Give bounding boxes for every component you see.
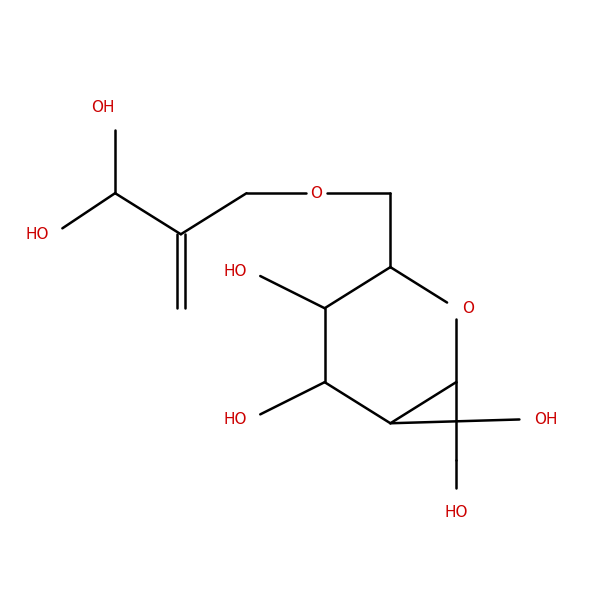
Text: HO: HO	[223, 264, 247, 279]
Text: HO: HO	[223, 412, 247, 427]
Text: HO: HO	[26, 227, 49, 242]
Text: O: O	[462, 301, 474, 316]
Text: OH: OH	[534, 412, 558, 427]
Text: OH: OH	[92, 100, 115, 115]
Text: HO: HO	[445, 505, 468, 520]
Text: O: O	[310, 185, 322, 200]
